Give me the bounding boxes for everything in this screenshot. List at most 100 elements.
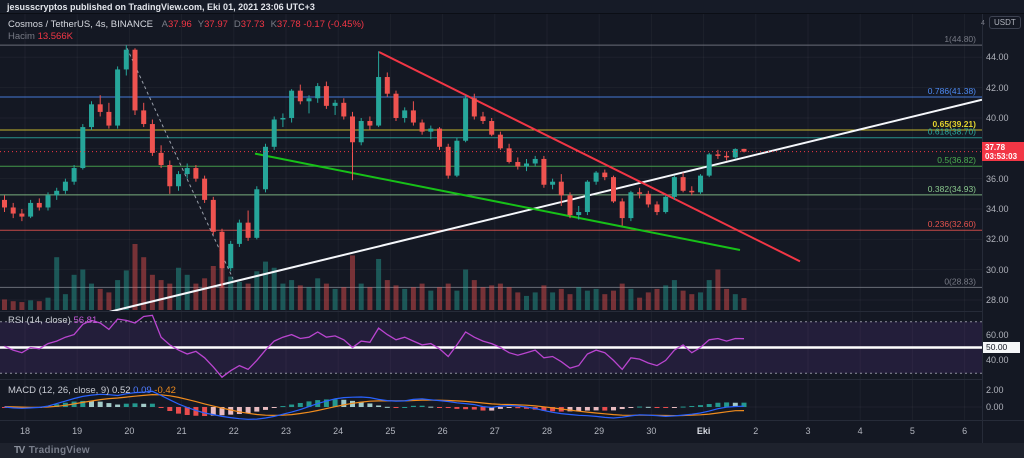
histogram-bar xyxy=(210,407,216,416)
histogram-bar xyxy=(524,407,529,409)
histogram-bar xyxy=(454,407,460,409)
candle xyxy=(680,172,686,193)
symbol-legend[interactable]: Cosmos / TetherUS, 4s, BINANCE A37.96 Y37… xyxy=(8,19,364,30)
time-tick-label: 29 xyxy=(594,426,605,436)
histogram-bar xyxy=(550,407,556,412)
rsi-title[interactable]: RSI (14, close) xyxy=(8,315,71,326)
histogram-bar xyxy=(184,407,190,415)
volume-bar xyxy=(89,283,94,310)
histogram-bar xyxy=(732,402,738,407)
candle xyxy=(724,151,730,161)
volume-bar xyxy=(410,287,416,310)
volume-label[interactable]: Hacim xyxy=(8,31,35,42)
histogram-bar xyxy=(445,407,451,409)
rsi-legend[interactable]: RSI (14, close) 56.81 xyxy=(8,315,97,326)
candle xyxy=(689,186,695,196)
volume-legend[interactable]: Hacim 13.566K xyxy=(8,31,73,42)
volume-bar xyxy=(332,288,338,310)
volume-bar xyxy=(506,287,512,310)
volume-bar xyxy=(254,271,260,310)
candle xyxy=(28,199,34,219)
change-value: -0.17 (-0.45%) xyxy=(303,19,365,30)
histogram-bar xyxy=(654,407,660,408)
histogram-bar xyxy=(628,407,634,408)
currency-toggle-button[interactable]: USDT xyxy=(989,16,1021,29)
macd-pane[interactable] xyxy=(0,380,982,420)
candle xyxy=(176,171,181,191)
macd-legend[interactable]: MACD (12, 26, close, 9) 0.52 0.09 -0.42 xyxy=(8,385,176,396)
candle xyxy=(10,202,16,219)
fib-label: 0.65(39.21) xyxy=(933,119,977,129)
candle xyxy=(506,143,512,164)
footer-bar xyxy=(0,443,1024,458)
pane-separator[interactable] xyxy=(0,379,982,380)
tradingview-wordmark: TradingView xyxy=(28,445,90,456)
volume-bar xyxy=(132,244,138,310)
horizontal-gridlines xyxy=(0,56,982,301)
volume-bar xyxy=(28,300,34,310)
time-tick-label: 28 xyxy=(541,426,553,436)
price-axis-separator xyxy=(982,14,983,443)
trendline-descending-dashed-gray[interactable] xyxy=(126,47,234,279)
candle xyxy=(202,175,208,203)
histogram-bar xyxy=(271,407,277,408)
macd-histogram xyxy=(2,399,747,417)
volume-bar xyxy=(463,269,469,310)
snapshot-header-text: jesusscryptos published on TradingView.c… xyxy=(7,2,315,12)
histogram-bar xyxy=(323,399,329,407)
rsi-pane[interactable] xyxy=(0,312,982,380)
time-tick-label: 6 xyxy=(962,426,968,436)
fib-retracement-lines[interactable] xyxy=(0,44,982,288)
volume-bar xyxy=(689,294,695,310)
candle xyxy=(245,210,251,241)
volume-bar xyxy=(115,280,121,310)
histogram-bar xyxy=(228,407,234,415)
candle xyxy=(698,174,703,194)
trendline-descending-green[interactable] xyxy=(254,152,741,251)
histogram-bar xyxy=(567,407,573,412)
candle xyxy=(567,192,573,219)
candle xyxy=(663,195,669,214)
histogram-bar xyxy=(698,405,703,407)
trendline-descending-resistance-red[interactable] xyxy=(378,51,801,263)
candle xyxy=(619,198,625,226)
histogram-bar xyxy=(332,399,338,407)
time-axis[interactable]: 18 19 20 21 22 23 24 25 26 27 28 29 30 Eki 2 3 4 5 6 xyxy=(0,420,982,443)
price-tick-label: 30.00 xyxy=(986,264,1009,275)
histogram-bar xyxy=(663,407,669,408)
candle xyxy=(471,93,477,120)
histogram-bar xyxy=(245,407,251,414)
symbol-title[interactable]: Cosmos / TetherUS, 4s, BINANCE xyxy=(8,19,154,30)
histogram-bar xyxy=(619,407,625,410)
candle xyxy=(297,84,303,105)
trendlines-layer[interactable] xyxy=(104,47,982,312)
volume-bar xyxy=(376,258,382,310)
candle xyxy=(515,157,521,170)
volume-bar xyxy=(419,283,425,310)
tv-monogram-icon: TV xyxy=(14,445,25,456)
histogram-bar xyxy=(419,405,425,407)
volume-bar xyxy=(576,287,582,310)
volume-bar xyxy=(271,267,277,310)
pane-separator[interactable] xyxy=(0,311,982,312)
candle xyxy=(593,171,599,185)
volume-bar xyxy=(62,294,68,310)
candle xyxy=(236,219,242,247)
macd-title[interactable]: MACD (12, 26, close, 9) xyxy=(8,385,110,396)
histogram-bar xyxy=(158,407,164,408)
histogram-bar xyxy=(515,407,521,409)
candle xyxy=(732,148,738,159)
trendline-ascending-support-white[interactable] xyxy=(104,98,982,312)
volume-layer xyxy=(2,244,747,310)
volume-bar xyxy=(628,288,634,310)
volume-bar xyxy=(158,280,164,310)
tradingview-logo[interactable]: TV TradingView xyxy=(14,445,90,456)
volume-bar xyxy=(393,285,399,310)
fib-label: 0(28.83) xyxy=(944,276,976,286)
volume-bar xyxy=(524,295,529,310)
volume-bar xyxy=(367,287,373,310)
volume-bar xyxy=(593,288,599,310)
volume-bar xyxy=(236,281,242,310)
price-pane[interactable]: 1(44.80) 0.786(41.38) 0.65(39.21)0.618(38.… xyxy=(0,14,982,312)
price-tick-label: 28.00 xyxy=(986,295,1009,306)
